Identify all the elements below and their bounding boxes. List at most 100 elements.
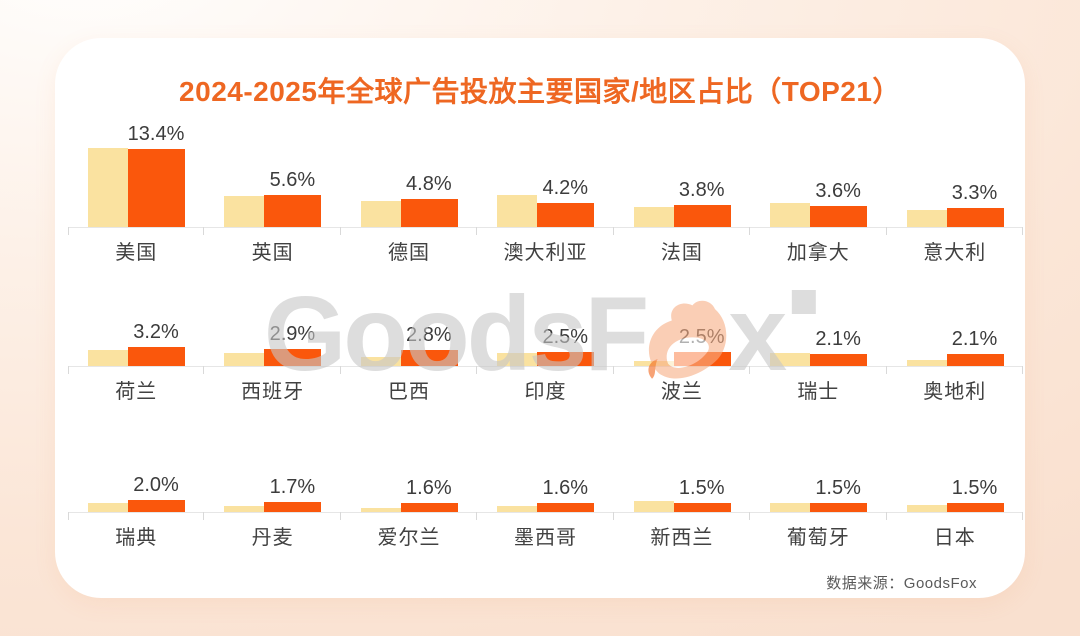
bar-2024 xyxy=(360,357,401,366)
bar-2025 xyxy=(537,502,595,512)
bar-2025 xyxy=(537,351,595,366)
bar-2025 xyxy=(537,202,595,227)
country-label: 澳大利亚 xyxy=(503,242,588,264)
bar-2024 xyxy=(88,502,128,512)
country-group: 3.6% 加拿大 xyxy=(750,123,887,264)
country-label: 法国 xyxy=(660,242,703,264)
value-label: 3.8% xyxy=(678,179,725,201)
country-label: 西班牙 xyxy=(241,381,305,403)
axis-tick xyxy=(749,366,751,374)
axis-tick xyxy=(203,227,205,235)
axis-tick xyxy=(1021,227,1023,235)
value-label: 1.6% xyxy=(406,476,452,499)
bar-2025 xyxy=(946,503,1004,512)
country-label: 德国 xyxy=(388,242,431,264)
value-label: 13.4% xyxy=(127,123,185,146)
country-group: 2.9% 西班牙 xyxy=(204,292,341,403)
axis-tick xyxy=(339,227,341,235)
chart-card: 2024-2025年全球广告投放主要国家/地区占比（TOP21） 13.4% 美国… xyxy=(55,38,1025,598)
bar-2025 xyxy=(264,194,322,227)
country-group: 2.0% 瑞典 xyxy=(68,438,205,549)
axis-tick xyxy=(68,227,69,235)
chart-title: 2024-2025年全球广告投放主要国家/地区占比（TOP21） xyxy=(179,76,901,107)
bar-2024 xyxy=(360,507,401,512)
value-label: 3.3% xyxy=(951,181,998,204)
country-label: 波兰 xyxy=(660,381,703,403)
country-group: 1.5% 日本 xyxy=(887,438,1023,549)
axis-tick xyxy=(339,366,341,374)
bar-2025 xyxy=(810,206,868,227)
bar-2024 xyxy=(88,147,128,227)
country-group: 3.3% 意大利 xyxy=(887,123,1023,264)
bar-2025 xyxy=(673,351,731,366)
bar-2024 xyxy=(906,209,947,227)
country-group: 1.6% 墨西哥 xyxy=(477,438,614,549)
bar-2024 xyxy=(224,352,265,366)
country-group: 2.8% 巴西 xyxy=(341,292,478,403)
country-label: 加拿大 xyxy=(786,242,850,264)
axis-tick xyxy=(203,366,205,374)
value-label: 4.8% xyxy=(406,173,452,196)
axis-tick xyxy=(476,366,478,374)
bar-2025 xyxy=(673,205,731,227)
axis-tick xyxy=(203,512,205,520)
bar-2024 xyxy=(770,502,811,512)
bar-2025 xyxy=(128,500,185,512)
country-label: 瑞士 xyxy=(797,381,840,403)
bar-2025 xyxy=(810,503,868,512)
bar-2025 xyxy=(264,349,322,366)
bar-2025 xyxy=(400,502,458,512)
country-label: 瑞典 xyxy=(115,527,158,549)
country-group: 1.7% 丹麦 xyxy=(204,438,341,549)
country-label: 日本 xyxy=(933,527,976,549)
country-label: 奥地利 xyxy=(923,381,987,403)
value-label: 2.8% xyxy=(406,323,452,346)
value-label: 2.0% xyxy=(133,474,179,497)
bar-2024 xyxy=(360,200,401,227)
chart-row-1: 13.4% 美国 5.6% 英国 4.8% 德国 4.2% 澳大利亚 3.8% 法国 3.6% 加拿大… xyxy=(68,123,1023,264)
country-group: 13.4% 美国 xyxy=(68,123,205,264)
bar-2025 xyxy=(946,207,1004,227)
value-label: 1.7% xyxy=(269,476,316,499)
country-label: 美国 xyxy=(115,242,158,264)
value-label: 1.6% xyxy=(542,476,589,499)
country-label: 印度 xyxy=(524,381,567,403)
bar-2025 xyxy=(946,353,1004,366)
country-group: 2.5% 印度 xyxy=(477,292,614,403)
bar-2024 xyxy=(633,360,674,366)
bar-2024 xyxy=(88,350,128,366)
axis-tick xyxy=(612,366,614,374)
value-label: 2.1% xyxy=(951,327,998,350)
country-group: 1.5% 新西兰 xyxy=(614,438,751,549)
value-label: 2.9% xyxy=(269,323,316,346)
country-label: 爱尔兰 xyxy=(377,527,441,549)
axis-tick xyxy=(885,227,887,235)
value-label: 4.2% xyxy=(542,176,589,199)
bar-2025 xyxy=(128,149,185,227)
axis-tick xyxy=(612,512,614,520)
axis-tick xyxy=(1021,512,1023,520)
axis-tick xyxy=(612,227,614,235)
country-group: 3.8% 法国 xyxy=(614,123,751,264)
value-label: 2.1% xyxy=(815,327,861,350)
bar-2025 xyxy=(673,503,731,512)
value-label: 2.5% xyxy=(678,325,725,348)
axis-tick xyxy=(885,366,887,374)
country-group: 2.1% 奥地利 xyxy=(887,292,1023,403)
bar-2025 xyxy=(400,349,458,366)
bar-2024 xyxy=(906,505,947,512)
country-group: 1.5% 葡萄牙 xyxy=(750,438,887,549)
axis-tick xyxy=(885,512,887,520)
country-label: 丹麦 xyxy=(251,527,294,549)
value-label: 2.5% xyxy=(542,325,589,348)
country-label: 新西兰 xyxy=(650,527,714,549)
value-label: 1.5% xyxy=(815,477,861,500)
bar-2025 xyxy=(810,353,868,366)
bar-2024 xyxy=(224,196,265,227)
bar-2024 xyxy=(633,206,674,227)
axis-tick xyxy=(476,227,478,235)
country-group: 4.2% 澳大利亚 xyxy=(477,123,614,264)
country-label: 荷兰 xyxy=(115,381,158,403)
value-label: 1.5% xyxy=(678,477,725,500)
